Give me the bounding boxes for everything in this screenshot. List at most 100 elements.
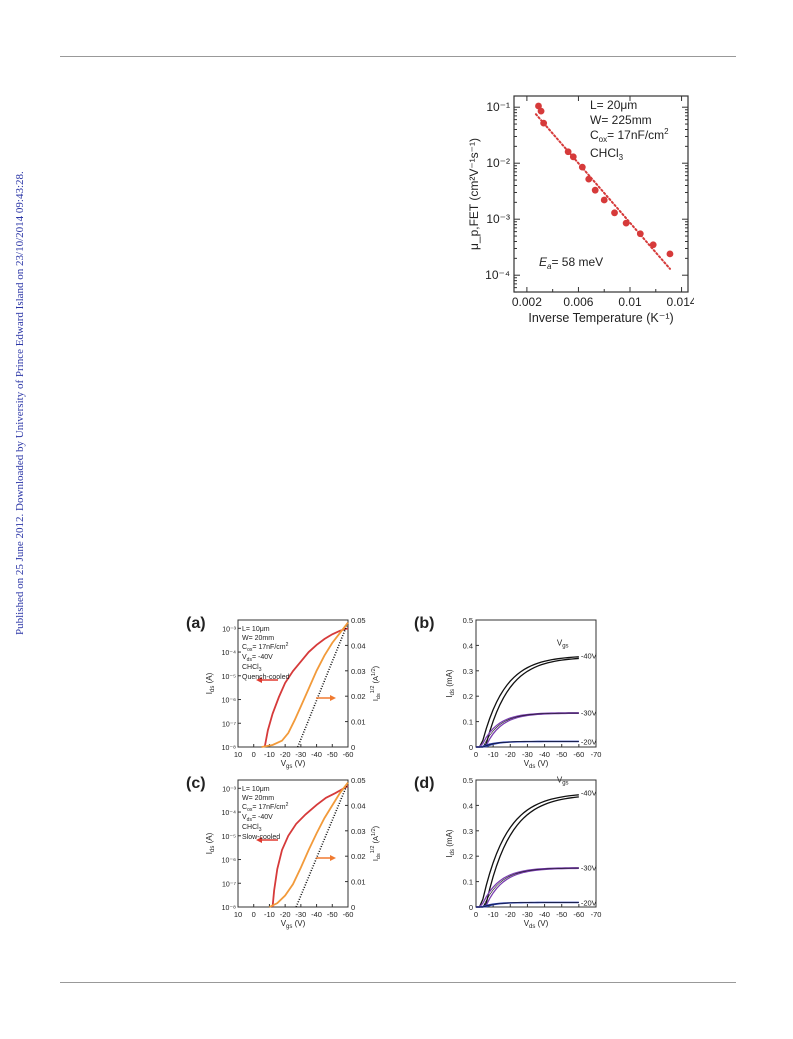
y-right-tick-label: 0.04 — [351, 801, 366, 810]
y-left-axis-label: Ids (A) — [205, 672, 216, 694]
legend-cox: C — [242, 804, 247, 811]
y-tick-label: 0.2 — [463, 692, 473, 701]
y-axis-label: Ids (mA) — [445, 669, 456, 697]
legend-cooling: Slow-cooled — [242, 834, 280, 841]
output-curve-reverse — [476, 796, 579, 908]
panel-label: (d) — [414, 775, 434, 792]
legend-vds: V — [242, 814, 247, 821]
y-left-tick-label: 10⁻⁷ — [222, 721, 236, 728]
output-curve-overlay — [476, 712, 579, 748]
series-label: -20V — [581, 898, 597, 907]
y-tick-label: 0.1 — [463, 878, 473, 887]
y-tick-label: 0.3 — [463, 827, 473, 836]
y-right-tick-label: 0 — [351, 743, 355, 752]
y-right-unit: (A — [371, 836, 380, 846]
x-axis-label: Vds (V) — [524, 919, 549, 930]
sqrt-current-curve — [261, 621, 349, 748]
legend-cox-sub: ox — [247, 647, 253, 653]
x-tick-label: -50 — [327, 750, 338, 759]
x-label-unit: (V) — [535, 919, 548, 928]
vgs-legend-label: Vgs — [557, 776, 569, 787]
plot-frame — [513, 95, 689, 293]
legend-width: W= 20mm — [242, 795, 274, 802]
x-tick-label: -60 — [573, 910, 584, 919]
series-label: -40V — [581, 789, 597, 798]
series-label: -40V — [581, 652, 597, 661]
sqrt-fit-line — [296, 622, 349, 748]
legend-drain-voltage: Vds= -40V — [242, 654, 273, 663]
y-tick-label: 10⁻⁴ — [485, 268, 510, 282]
x-tick-label: -50 — [556, 910, 567, 919]
x-label-symbol: V — [524, 759, 530, 768]
legend-cox-sup: 2 — [286, 642, 289, 648]
vgs-symbol: V — [557, 776, 563, 785]
x-tick-label: -30 — [522, 750, 533, 759]
data-point — [585, 175, 593, 183]
output-curve-overlay — [476, 741, 579, 748]
output-curve-reverse — [476, 867, 579, 908]
y-tick-label: 10⁻³ — [486, 212, 510, 226]
vgs-sub: gs — [562, 781, 568, 787]
y-right-tick-label: 0.05 — [351, 776, 366, 785]
data-point — [636, 230, 644, 238]
y-right-unit-end: ) — [371, 825, 380, 828]
legend-cox-value: = 17nF/cm — [252, 644, 285, 651]
y-left-unit: (A) — [205, 672, 214, 685]
x-tick-label: -40 — [539, 750, 550, 759]
x-tick-label: -70 — [591, 910, 602, 919]
solvent-name: CHCl — [590, 146, 619, 160]
y-right-tick-label: 0.02 — [351, 692, 366, 701]
legend-solvent: CHCl — [242, 664, 259, 671]
y-left-tick-label: 10⁻⁵ — [222, 674, 236, 681]
y-left-tick-label: 10⁻⁵ — [222, 834, 236, 841]
x-tick-label: -10 — [264, 910, 275, 919]
orange-arrow-head — [330, 855, 336, 861]
legend-length: L= 10μm — [242, 626, 270, 633]
y-right-tick-label: 0 — [351, 903, 355, 912]
orange-arrow-head — [330, 695, 336, 701]
solvent-subscript: 3 — [619, 153, 624, 162]
x-tick-label: -40 — [539, 910, 550, 919]
y-left-sub: ds — [210, 846, 216, 852]
legend-cox-sub: ox — [247, 807, 253, 813]
legend-capacitance: Cox= 17nF/cm2 — [242, 802, 289, 813]
panel-label: (a) — [186, 615, 206, 632]
y-left-tick-label: 10⁻⁴ — [222, 810, 237, 817]
legend-solvent: CHCl — [242, 824, 259, 831]
y-tick-label: 0 — [469, 743, 473, 752]
log-current-curve — [263, 627, 349, 748]
cox-value: = 17nF/cm — [607, 128, 664, 142]
y-right-sup: 1/2 — [370, 686, 376, 694]
x-label-sub: ds — [529, 764, 535, 770]
output-curve-overlay — [476, 902, 579, 908]
x-tick-label: -50 — [556, 750, 567, 759]
x-label-symbol: V — [281, 919, 287, 928]
legend-vds-sub: ds — [247, 657, 253, 663]
y-left-unit: (A) — [205, 832, 214, 845]
x-tick-label: -40 — [311, 910, 322, 919]
legend-solvent-line: CHCl3 — [242, 824, 262, 833]
output-curve-overlay — [476, 867, 579, 908]
y-right-sub: ds — [376, 853, 382, 859]
plot-frame — [237, 779, 349, 908]
y-right-tick-label: 0.03 — [351, 667, 366, 676]
legend-vds-sub: ds — [247, 817, 253, 823]
y-left-tick-label: 10⁻³ — [222, 626, 236, 633]
x-tick-label: -30 — [295, 750, 306, 759]
data-point — [569, 153, 577, 161]
annotation-capacitance: Cox= 17nF/cm2 — [590, 127, 669, 144]
y-right-axis-label: Ids1/2 (A1/2) — [370, 825, 382, 861]
y-left-tick-label: 10⁻⁷ — [222, 881, 236, 888]
x-tick-label: -10 — [488, 750, 499, 759]
x-tick-label: -60 — [343, 750, 354, 759]
x-tick-label: -30 — [522, 910, 533, 919]
data-point — [535, 102, 542, 110]
x-tick-label: -70 — [591, 750, 602, 759]
x-tick-label: -20 — [505, 910, 516, 919]
y-tick-label: 10⁻¹ — [486, 100, 510, 114]
x-axis-label: Vgs (V) — [281, 759, 306, 770]
data-point — [600, 196, 608, 204]
y-left-tick-label: 10⁻⁶ — [222, 698, 236, 705]
series-label: -30V — [581, 864, 597, 873]
y-left-tick-label: 10⁻³ — [222, 786, 236, 793]
